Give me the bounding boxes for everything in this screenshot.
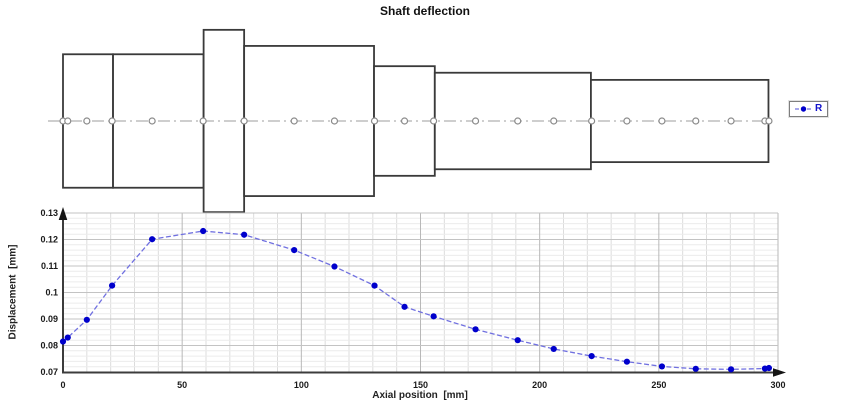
page-title: Shaft deflection	[379, 4, 470, 18]
data-point-marker	[727, 366, 735, 373]
shaft-node-marker	[692, 117, 700, 125]
data-point-marker	[64, 334, 71, 341]
shaft-node-marker	[550, 117, 558, 125]
x-tick-label: 250	[651, 380, 666, 390]
y-tick-label: 0.12	[40, 235, 58, 245]
data-point-marker	[623, 358, 630, 365]
x-tick-label: 150	[413, 380, 428, 390]
data-point-marker	[291, 247, 298, 254]
shaft-node-marker	[330, 117, 339, 125]
shaft-node-marker	[148, 117, 156, 125]
data-point-marker	[200, 227, 207, 235]
legend-box[interactable]: R	[789, 101, 829, 117]
data-point-marker	[514, 337, 521, 344]
shaft-node-marker	[658, 117, 666, 125]
chart-axes	[58, 207, 786, 377]
shaft-node-marker	[370, 117, 379, 125]
x-axis-arrow-icon	[773, 368, 786, 377]
data-point-marker	[149, 236, 156, 243]
legend-series-label: R	[815, 103, 823, 114]
shaft-node-marker	[400, 117, 409, 125]
x-axis-title: Axial position [mm]	[372, 390, 468, 401]
shaft-node-marker	[64, 117, 72, 125]
shaft-node-marker	[430, 117, 438, 125]
data-point-marker	[331, 263, 338, 270]
data-point-marker	[241, 231, 248, 238]
x-tick-label: 200	[532, 380, 547, 390]
shaft-node-marker	[514, 117, 522, 125]
legend-series-marker-icon	[795, 106, 812, 112]
y-tick-label: 0.08	[40, 341, 58, 351]
data-point-marker	[550, 345, 557, 353]
data-point-marker	[401, 303, 408, 310]
data-point-marker	[765, 364, 773, 372]
shaft-node-marker	[588, 117, 596, 125]
shaft-node-marker	[623, 117, 631, 125]
shaft-node-marker	[83, 117, 91, 125]
x-tick-label: 50	[177, 380, 187, 390]
data-point-marker	[108, 282, 116, 289]
data-point-marker	[692, 365, 699, 372]
shaft-node-marker	[108, 117, 116, 125]
y-tick-label: 0.13	[40, 208, 58, 218]
y-tick-label: 0.09	[40, 314, 58, 324]
shaft-node-marker	[199, 117, 207, 125]
data-point-marker	[430, 313, 437, 320]
y-tick-label: 0.11	[41, 261, 58, 271]
shaft-drawing	[47, 28, 773, 214]
data-point-marker	[59, 338, 67, 345]
y-axis-title: Displacement [mm]	[7, 244, 19, 340]
y-axis-arrow-icon	[58, 207, 68, 220]
y-tick-label: 0.07	[40, 367, 58, 377]
shaft-node-marker	[765, 117, 773, 125]
chart-grid	[63, 212, 779, 372]
shaft-node-marker	[240, 117, 248, 125]
data-point-marker	[658, 363, 666, 370]
x-tick-label: 300	[770, 380, 785, 390]
data-point-marker	[472, 326, 479, 333]
data-point-marker	[83, 316, 90, 323]
series-line-R	[62, 230, 770, 371]
chart-tick-labels: 0.07 0.08 0.09 0.1 0.11 0.12 0.13 0 50 100 150 200 2…	[40, 208, 785, 390]
shaft-node-marker	[290, 117, 298, 125]
shaft-node-marker	[727, 117, 735, 125]
x-tick-label: 100	[294, 380, 309, 390]
x-tick-label: 0	[60, 380, 65, 390]
data-point-marker	[371, 282, 378, 289]
data-point-marker	[588, 353, 595, 360]
y-tick-label: 0.1	[45, 288, 58, 298]
chart-series	[59, 227, 773, 373]
shaft-node-marker	[471, 117, 480, 125]
